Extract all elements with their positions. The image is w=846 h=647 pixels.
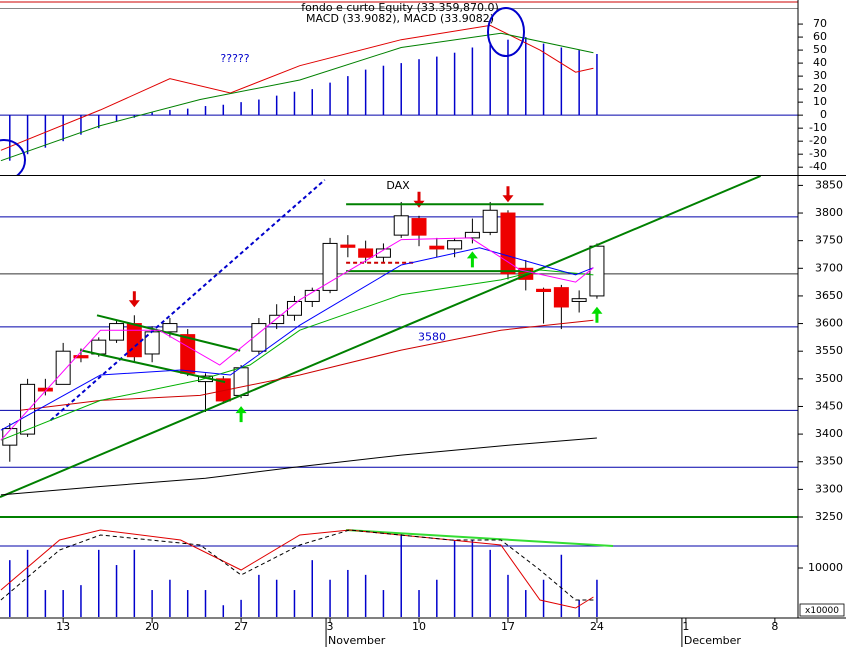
candle-body	[536, 288, 552, 293]
y-tick-label: 50	[813, 43, 827, 56]
candle-body	[304, 289, 320, 302]
y-tick-label: 3800	[815, 206, 843, 219]
y-tick-label: 3700	[815, 261, 843, 274]
signal-arrow	[128, 291, 140, 308]
indicator-line	[0, 24, 594, 151]
y-tick-label: 70	[813, 17, 827, 30]
panel-title: DAX	[386, 179, 410, 192]
volume-panel	[0, 529, 798, 617]
candle-body	[429, 245, 445, 250]
candle-body	[91, 339, 107, 355]
highlight-circle	[0, 139, 26, 175]
indicator-line	[0, 269, 594, 441]
indicator-line	[0, 529, 594, 609]
y-tick-label: -20	[809, 134, 827, 147]
candle-body	[233, 367, 249, 396]
y-tick-label: -40	[809, 160, 827, 173]
candle-body	[358, 248, 374, 258]
indicator-line	[0, 437, 597, 496]
candle-body	[109, 323, 125, 341]
y-tick-label: 10000	[808, 561, 843, 574]
price-panel: 3580	[0, 176, 798, 518]
x-tick-label: 3	[327, 620, 334, 633]
y-tick-label: 3850	[815, 178, 843, 191]
candle-body	[180, 334, 196, 374]
chart-subtitle: MACD (33.9082), MACD (33.9082)	[306, 12, 494, 25]
chart-title: fondo e curto Equity (33.359,870.0)	[301, 1, 498, 14]
annotation: ?????	[220, 52, 249, 65]
price-annotation: 3580	[418, 331, 446, 344]
candle-body	[482, 209, 498, 233]
candle-body	[447, 240, 463, 250]
signal-arrow	[591, 306, 603, 323]
axis-multiplier: x10000	[805, 606, 839, 616]
y-tick-label: 30	[813, 69, 827, 82]
signal-arrow	[502, 186, 514, 203]
y-tick-label: -10	[809, 121, 827, 134]
y-tick-label: 40	[813, 56, 827, 69]
signal-arrow	[235, 406, 247, 423]
y-tick-label: 3300	[815, 482, 843, 495]
x-tick-label: 20	[145, 620, 159, 633]
indicator-line	[0, 32, 594, 162]
y-tick-label: 60	[813, 30, 827, 43]
indicator-line	[0, 529, 594, 601]
y-tick-label: 3550	[815, 344, 843, 357]
candle-body	[589, 245, 605, 297]
trend-line	[0, 176, 761, 499]
candle-body	[393, 215, 409, 236]
y-tick-label: 0	[820, 108, 827, 121]
candle-body	[215, 378, 231, 402]
multiplier-box	[799, 603, 845, 617]
y-tick-label: 3400	[815, 427, 843, 440]
trend-line	[346, 529, 614, 547]
indicator-line	[0, 237, 594, 441]
y-tick-label: -30	[809, 147, 827, 160]
candle-body	[269, 314, 285, 325]
x-group-label: December	[684, 634, 742, 647]
candle-body	[322, 242, 338, 291]
candle-body	[286, 300, 302, 316]
candle-body	[162, 323, 178, 333]
candle-body	[553, 287, 569, 308]
highlight-circle	[487, 7, 525, 57]
candle-body	[500, 212, 516, 275]
x-tick-label: 8	[771, 620, 778, 633]
signal-arrow	[466, 251, 478, 268]
y-tick-label: 3750	[815, 234, 843, 247]
trend-line	[96, 314, 241, 352]
candle-body	[464, 231, 480, 239]
y-tick-label: 3450	[815, 399, 843, 412]
y-tick-label: 3600	[815, 317, 843, 330]
trend-line	[79, 349, 226, 384]
y-tick-label: 3650	[815, 289, 843, 302]
candle-body	[411, 218, 427, 236]
x-tick-label: 27	[234, 620, 248, 633]
candle-body	[126, 323, 142, 358]
candle-body	[375, 248, 391, 258]
trend-line	[50, 179, 326, 422]
y-tick-label: 10	[813, 95, 827, 108]
x-group-label: November	[328, 634, 386, 647]
y-tick-label: 3500	[815, 372, 843, 385]
candle-body	[340, 244, 356, 248]
x-tick-label: 10	[412, 620, 426, 633]
x-tick-label: 17	[501, 620, 515, 633]
x-tick-label: 24	[590, 620, 604, 633]
y-tick-label: 3350	[815, 455, 843, 468]
candle-body	[73, 355, 89, 359]
y-tick-label: 20	[813, 82, 827, 95]
y-tick-label: 3250	[815, 510, 843, 523]
candle-body	[571, 298, 587, 302]
x-tick-label: 1	[682, 620, 689, 633]
candle-body	[55, 350, 71, 385]
x-tick-label: 13	[56, 620, 70, 633]
indicator-line	[0, 247, 594, 431]
macd-panel	[0, 1, 798, 162]
